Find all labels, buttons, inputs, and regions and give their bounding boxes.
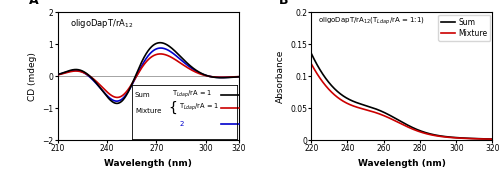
Mixture xyxy=(394,121,400,123)
Mixture xyxy=(457,137,463,139)
Text: B: B xyxy=(278,0,288,7)
Sum xyxy=(485,138,491,140)
Mixture xyxy=(396,121,402,124)
Line: Sum: Sum xyxy=(311,53,492,139)
Sum xyxy=(406,125,412,127)
Text: oligoDapT/rA$_{12}$(T$_{Ldap}$/rA = 1:1): oligoDapT/rA$_{12}$(T$_{Ldap}$/rA = 1:1) xyxy=(318,16,426,27)
Y-axis label: CD (mdeg): CD (mdeg) xyxy=(28,52,36,101)
Text: oligoDapT/rA$_{12}$: oligoDapT/rA$_{12}$ xyxy=(70,17,134,30)
Sum xyxy=(396,119,402,121)
Y-axis label: Absorbance: Absorbance xyxy=(276,49,284,103)
X-axis label: Wavelength (nm): Wavelength (nm) xyxy=(358,159,446,168)
Sum xyxy=(394,118,400,120)
Mixture xyxy=(406,127,412,129)
Mixture xyxy=(416,131,422,133)
Legend: Sum, Mixture: Sum, Mixture xyxy=(438,15,490,41)
Sum xyxy=(416,129,422,131)
Sum xyxy=(308,52,314,54)
Mixture xyxy=(490,138,496,140)
Sum xyxy=(457,137,463,139)
Text: A: A xyxy=(28,0,38,7)
Mixture xyxy=(485,138,491,140)
Sum xyxy=(490,138,496,140)
Line: Mixture: Mixture xyxy=(311,64,492,139)
X-axis label: Wavelength (nm): Wavelength (nm) xyxy=(104,159,192,168)
Mixture xyxy=(308,63,314,65)
